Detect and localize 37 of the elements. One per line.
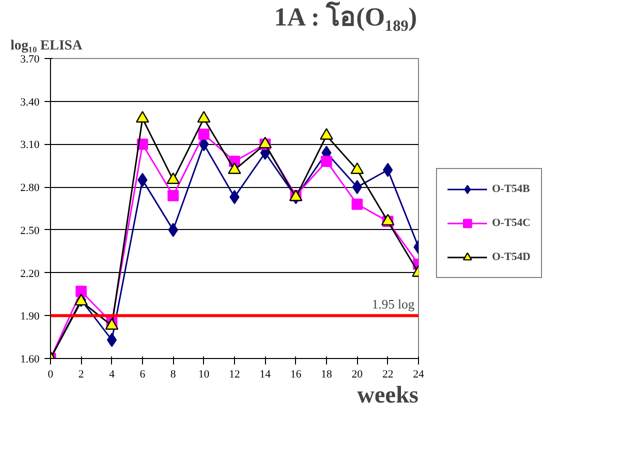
y-tick-label: 3.10 <box>20 139 40 152</box>
point <box>382 162 393 178</box>
x-tick-label: 20 <box>352 368 364 380</box>
legend-label: O-T54C <box>492 217 530 229</box>
x-tick-label: 6 <box>140 368 146 380</box>
x-tick-label: 2 <box>78 368 84 380</box>
x-tick-label: 24 <box>413 368 424 380</box>
y-tick-label: 1.60 <box>20 354 40 366</box>
point <box>352 180 362 194</box>
x-tick-label: 10 <box>198 368 210 380</box>
x-tick-label: 14 <box>260 368 272 380</box>
x-axis-title: weeks <box>357 382 419 408</box>
x-tick-label: 8 <box>170 368 176 380</box>
x-tick-label: 0 <box>48 368 54 380</box>
point <box>106 332 117 348</box>
y-tick-label: 2.80 <box>20 182 40 194</box>
x-tick-label: 4 <box>109 368 116 380</box>
point <box>198 128 210 140</box>
y-tick-label: 3.70 <box>20 54 40 66</box>
point <box>352 198 363 210</box>
y-tick-label: 2.50 <box>20 224 40 237</box>
y-tick-label: 1.90 <box>20 310 40 323</box>
x-tick-label: 18 <box>321 368 332 380</box>
legend-label: O-T54D <box>492 251 530 263</box>
y-tick-label: 3.40 <box>20 96 40 108</box>
chart-title: 1A : โอ(O₁₈₉) <box>274 0 418 32</box>
y-axis-title: log₁₀ ELISA <box>10 38 84 54</box>
ref-line-label: 1.95 log <box>372 296 415 312</box>
legend-label: O-T54B <box>492 183 530 195</box>
y-tick-label: 2.20 <box>20 268 40 280</box>
x-tick-label: 12 <box>229 368 240 380</box>
x-tick-label: 22 <box>382 368 394 380</box>
point <box>168 190 179 202</box>
point <box>168 222 178 238</box>
x-tick-label: 16 <box>290 368 302 380</box>
point <box>76 286 87 297</box>
point <box>320 156 332 167</box>
